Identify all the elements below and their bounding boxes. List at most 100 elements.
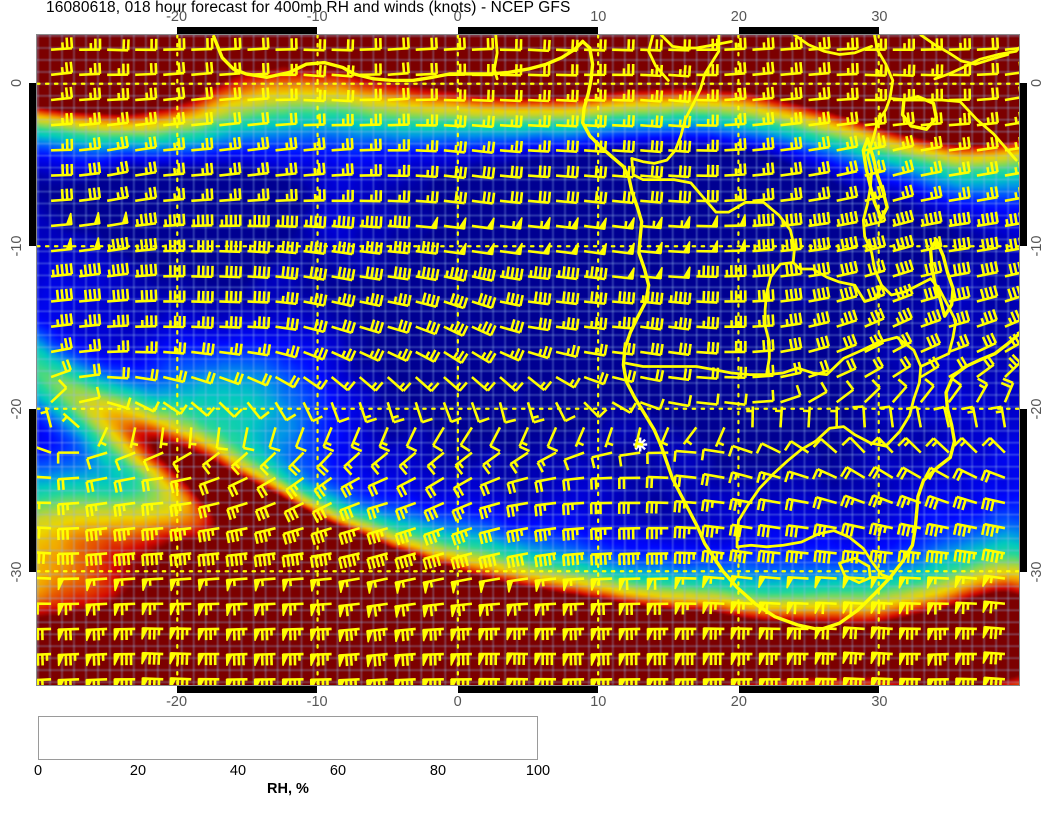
wind-barb: [225, 552, 248, 567]
wind-barb: [752, 61, 775, 77]
wind-barb: [478, 652, 500, 666]
wind-barb: [219, 87, 242, 102]
wind-barb: [471, 217, 495, 230]
wind-barb: [311, 501, 333, 523]
x-tick-label: 20: [730, 694, 747, 710]
wind-barb: [756, 470, 781, 484]
axis-border-top: [36, 27, 1020, 34]
wind-barb: [814, 626, 837, 640]
x-tick-label: 20: [730, 9, 747, 25]
wind-barb: [976, 355, 995, 379]
wind-barb: [450, 652, 472, 666]
wind-barb: [387, 190, 411, 203]
wind-barb: [780, 287, 803, 303]
wind-barb: [338, 602, 360, 618]
wind-barb: [947, 377, 963, 404]
wind-barb: [162, 401, 188, 416]
wind-barb: [905, 405, 923, 428]
wind-barb: [780, 237, 803, 253]
wind-barb: [275, 63, 298, 77]
wind-barb: [561, 552, 585, 567]
wind-barb: [415, 349, 441, 363]
wind-barb: [499, 165, 524, 179]
wind-barb: [387, 37, 410, 51]
colorbar-label: RH, %: [267, 781, 309, 797]
wind-barb: [163, 239, 186, 253]
wind-barb: [527, 115, 551, 128]
wind-barb: [802, 406, 812, 428]
wind-barb: [948, 112, 972, 127]
wind-barb: [225, 577, 248, 592]
wind-barb: [786, 652, 809, 666]
wind-barb: [673, 525, 697, 539]
wind-barb: [589, 526, 613, 540]
wind-barb: [275, 38, 298, 51]
wind-barb: [584, 114, 607, 128]
wind-barb: [423, 501, 445, 522]
wind-barb: [808, 311, 831, 328]
wind-barb: [534, 602, 557, 617]
wind-barb: [172, 451, 192, 474]
wind-barb: [1004, 212, 1019, 228]
wind-barb: [645, 475, 669, 489]
wind-barb: [163, 342, 187, 355]
wind-barb: [113, 602, 136, 616]
y-tick-label: 0: [1029, 78, 1045, 87]
wind-barb: [219, 342, 243, 356]
wind-barb: [50, 288, 74, 303]
wind-barb: [926, 576, 949, 589]
wind-barb: [975, 377, 989, 403]
wind-barb: [752, 238, 775, 253]
wind-barb: [191, 112, 214, 127]
wind-barb: [253, 526, 276, 545]
wind-barb: [780, 312, 803, 328]
wind-barb: [976, 261, 999, 278]
wind-barb: [225, 602, 248, 617]
map-overlay-layer: [37, 35, 1019, 685]
wind-barb: [190, 371, 216, 385]
wind-barb: [981, 436, 1006, 454]
wind-barb: [696, 38, 719, 51]
wind-barb: [646, 602, 669, 616]
wind-barb: [471, 376, 496, 392]
wind-barb: [836, 260, 859, 278]
wind-barb: [527, 317, 552, 332]
wind-barb: [443, 292, 469, 310]
wind-barb: [370, 451, 389, 476]
wind-barb: [724, 315, 747, 328]
wind-barb: [163, 62, 186, 77]
wind-barb: [135, 62, 158, 77]
wind-barb: [590, 652, 613, 666]
wind-barb: [338, 652, 360, 667]
axis-border-right: [1020, 34, 1027, 686]
wind-barb: [527, 64, 551, 77]
wind-barb: [674, 602, 697, 615]
wind-barb: [191, 240, 214, 253]
wind-barb: [79, 62, 102, 77]
wind-barb: [331, 163, 354, 177]
wind-barb: [56, 451, 80, 464]
wind-barb: [724, 366, 748, 380]
wind-barb: [668, 65, 692, 78]
wind-barb: [583, 291, 608, 306]
wind-barb: [135, 136, 158, 152]
wind-barb: [431, 426, 445, 453]
wind-barb: [247, 343, 272, 357]
wind-barb: [135, 263, 158, 278]
wind-barb: [247, 37, 270, 51]
wind-barb: [366, 627, 388, 643]
wind-barb: [892, 111, 915, 127]
wind-barb: [590, 602, 613, 616]
wind-barb: [499, 140, 524, 154]
wind-barb: [134, 161, 158, 177]
wind-barb: [976, 111, 1000, 127]
wind-barb: [78, 338, 102, 354]
wind-barb: [752, 162, 775, 177]
wind-barb: [338, 526, 361, 545]
wind-barb: [422, 602, 445, 618]
wind-barb: [454, 451, 473, 475]
wind-barb: [197, 526, 220, 543]
wind-barb: [864, 111, 887, 127]
wind-barb: [527, 345, 553, 360]
wind-barb: [526, 401, 545, 424]
